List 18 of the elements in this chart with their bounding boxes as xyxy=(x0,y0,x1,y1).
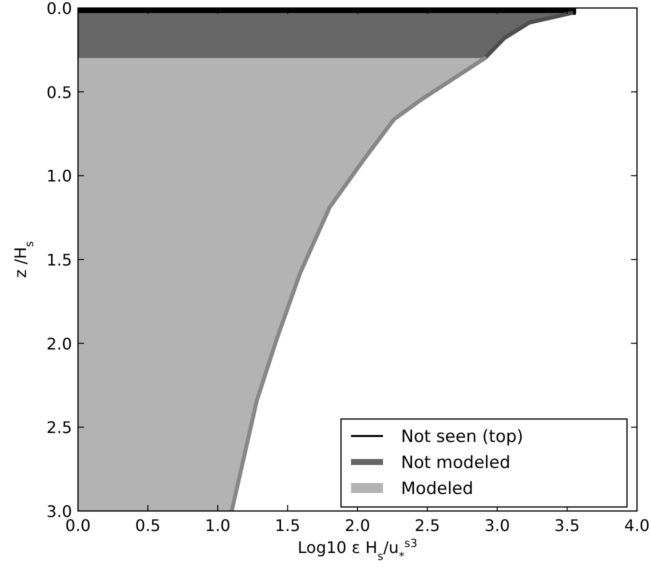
y-tick-label: 1.5 xyxy=(46,250,72,270)
x-tick-label: 0.0 xyxy=(65,516,91,535)
x-tick-label: 4.0 xyxy=(624,516,650,535)
legend-label: Not seen (top) xyxy=(401,427,524,447)
y-tick-label: 2.0 xyxy=(46,334,72,354)
x-tick-label: 0.5 xyxy=(135,516,161,535)
y-tick-label: 0.5 xyxy=(46,82,72,102)
legend-label: Not modeled xyxy=(401,453,510,473)
x-tick-label: 3.0 xyxy=(484,516,510,535)
y-tick-label: 1.0 xyxy=(46,166,72,186)
x-tick-label: 1.5 xyxy=(274,516,300,535)
x-tick-label: 2.0 xyxy=(344,516,370,535)
legend-label: Modeled xyxy=(401,479,474,499)
y-tick-label: 0.0 xyxy=(46,0,72,18)
y-tick-label: 2.5 xyxy=(46,418,72,438)
x-tick-label: 3.5 xyxy=(554,516,580,535)
x-tick-label: 2.5 xyxy=(414,516,440,535)
x-tick-label: 1.0 xyxy=(205,516,230,535)
